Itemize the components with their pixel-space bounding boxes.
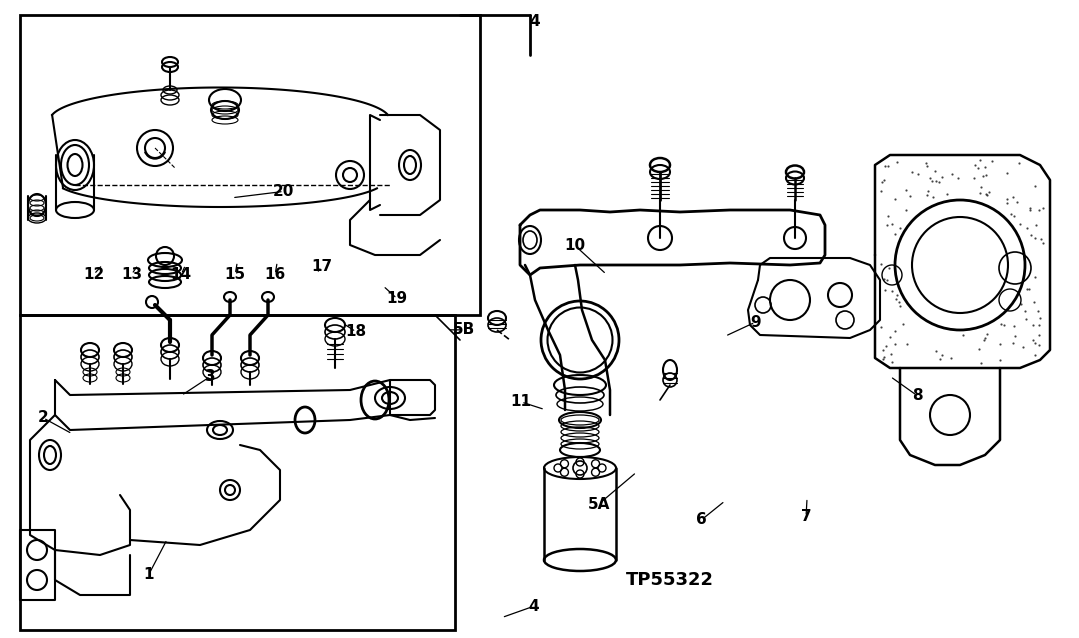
Text: 3: 3 — [205, 369, 216, 384]
Text: 1: 1 — [144, 567, 154, 582]
Ellipse shape — [146, 296, 158, 308]
Text: 14: 14 — [170, 267, 192, 282]
Bar — [21, 315, 455, 630]
Text: 19: 19 — [386, 291, 408, 306]
Text: TP55322: TP55322 — [626, 571, 714, 589]
Ellipse shape — [224, 292, 236, 302]
Text: 2: 2 — [38, 410, 49, 426]
Text: 6: 6 — [696, 512, 707, 528]
Text: 5B: 5B — [453, 322, 475, 338]
Text: 15: 15 — [224, 267, 246, 282]
Text: 11: 11 — [510, 394, 532, 410]
Text: 18: 18 — [345, 324, 367, 339]
Text: 4: 4 — [530, 15, 541, 29]
Text: 7: 7 — [801, 509, 811, 524]
Text: 9: 9 — [750, 315, 761, 330]
Text: 12: 12 — [83, 267, 105, 282]
Text: 13: 13 — [121, 267, 142, 282]
Text: 20: 20 — [273, 184, 295, 199]
Text: 4: 4 — [529, 598, 540, 614]
Ellipse shape — [262, 292, 274, 302]
Text: 17: 17 — [311, 259, 332, 274]
Text: 8: 8 — [912, 388, 923, 403]
Text: 16: 16 — [264, 267, 286, 282]
Text: 5A: 5A — [588, 496, 610, 512]
Bar — [21, 15, 480, 315]
Text: 10: 10 — [564, 238, 586, 253]
